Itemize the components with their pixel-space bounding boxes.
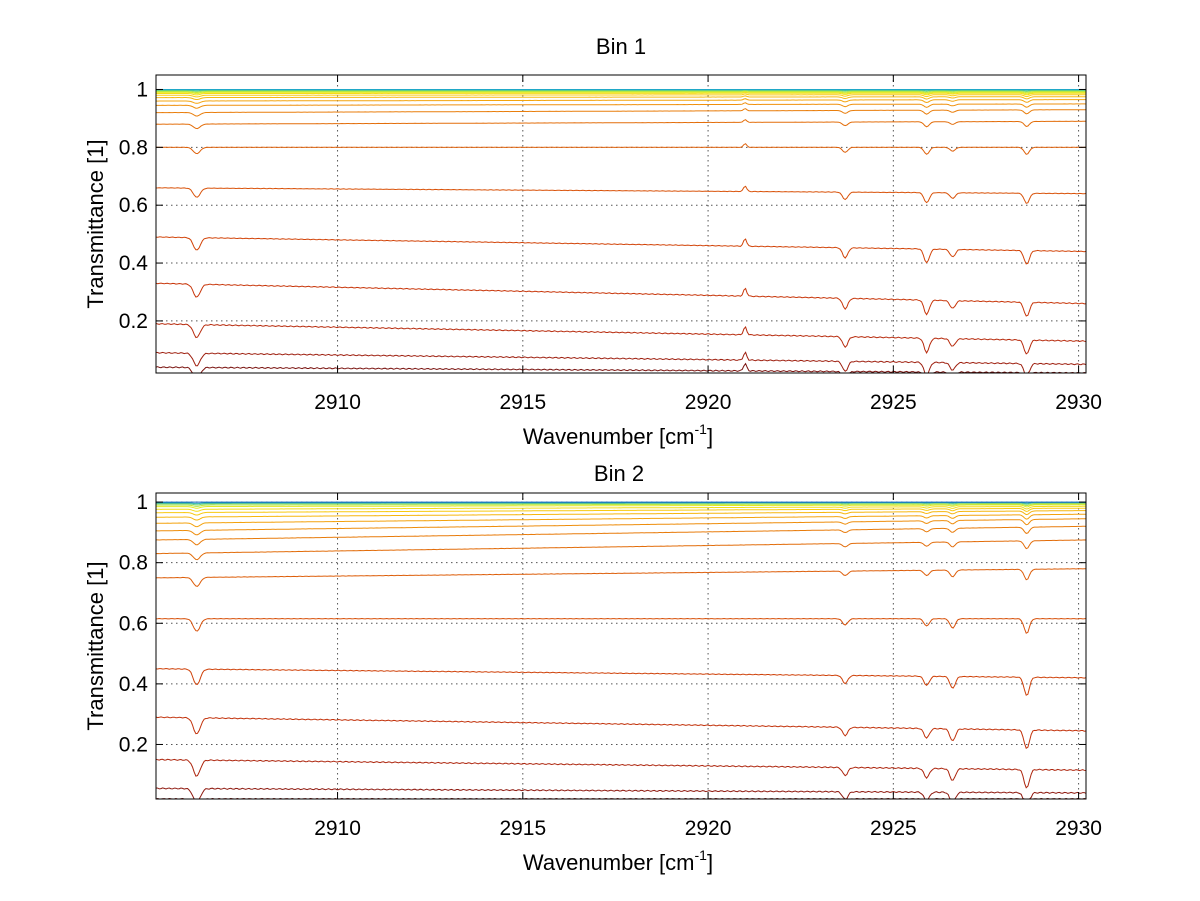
series-line-13 (156, 507, 1087, 516)
series-line-16 (156, 90, 1086, 94)
series-line-4 (155, 282, 1087, 317)
series-line-16 (156, 503, 1086, 507)
series-line-17 (156, 89, 1086, 93)
y-tick-label: 0.6 (119, 194, 148, 217)
plot-area-bin-2 (156, 493, 1086, 799)
y-tick-label: 0.8 (119, 136, 148, 159)
x-axis-label-unit-exponent-bin-2: -1 (695, 847, 708, 863)
x-axis-label-bin-2: Wavenumber [cm-1] (523, 847, 713, 875)
y-tick-label: 1 (136, 78, 148, 101)
series-line-12 (155, 510, 1086, 521)
series-lines-bin-2 (155, 501, 1087, 800)
x-tick-label: 2925 (870, 817, 917, 840)
series-line-13 (156, 93, 1086, 98)
x-tick-label: 2910 (314, 817, 361, 840)
x-tick-label: 2930 (1055, 391, 1102, 414)
plot-frame-bin-2 (155, 492, 1087, 800)
series-line-5 (155, 667, 1087, 696)
x-tick-label: 2920 (685, 817, 732, 840)
chart-title-bin-2: Bin 2 (594, 461, 644, 486)
y-tick-label: 0.4 (119, 252, 149, 275)
ticks-bin-1: 2910 2915 2920 2925 2930 0.2 0.4 0.6 0.8 1 (119, 75, 1102, 414)
y-tick-label: 0.6 (119, 612, 148, 635)
series-line-14 (155, 505, 1086, 512)
series-line-12 (156, 95, 1086, 100)
y-tick-label: 1 (136, 491, 148, 514)
ticks-bin-2: 2910 2915 2920 2925 2930 0.2 0.4 0.6 0.8 1 (119, 491, 1102, 840)
plot-area-bin-1 (156, 75, 1086, 373)
series-line-10 (155, 518, 1086, 536)
series-line-2 (155, 351, 1087, 374)
series-line-8 (155, 539, 1087, 561)
y-axis-label-bin-1: Transmittance [1] (83, 139, 108, 308)
plot-frame-bin-1 (155, 74, 1087, 374)
series-line-7 (155, 568, 1086, 587)
y-tick-label: 0.4 (119, 673, 149, 696)
series-line-8 (155, 119, 1087, 130)
x-tick-label: 2915 (499, 391, 546, 414)
x-tick-label: 2925 (870, 391, 917, 414)
series-lines-bin-1 (155, 89, 1087, 374)
series-line-10 (156, 102, 1087, 109)
series-line-5 (155, 236, 1087, 265)
series-line-7 (155, 143, 1086, 155)
series-line-11 (155, 98, 1086, 104)
y-tick-label: 0.2 (119, 310, 148, 333)
series-line-6 (155, 185, 1087, 204)
series-line-15 (156, 504, 1086, 509)
series-line-3 (155, 758, 1087, 789)
chart-title-bin-1: Bin 1 (596, 34, 646, 59)
x-axis-label-bin-1: Wavenumber [cm-1] (523, 421, 713, 449)
series-line-9 (156, 525, 1087, 546)
series-line-11 (156, 513, 1086, 528)
x-tick-label: 2910 (314, 391, 361, 414)
series-line-2 (155, 787, 1087, 800)
y-tick-label: 0.2 (119, 733, 148, 756)
series-line-6 (155, 617, 1087, 634)
series-line-18 (156, 501, 1086, 505)
series-line-9 (156, 108, 1086, 117)
x-tick-label: 2930 (1055, 817, 1102, 840)
series-line-3 (155, 322, 1087, 355)
x-tick-label: 2920 (685, 391, 732, 414)
x-axis-label-unit-exponent-bin-1: -1 (695, 421, 708, 437)
y-axis-label-bin-2: Transmittance [1] (83, 561, 108, 730)
series-line-17 (156, 502, 1086, 506)
series-line-4 (155, 716, 1087, 749)
series-line-15 (156, 91, 1086, 95)
x-tick-label: 2915 (499, 817, 546, 840)
series-line-14 (156, 91, 1086, 96)
y-tick-label: 0.8 (119, 552, 148, 575)
